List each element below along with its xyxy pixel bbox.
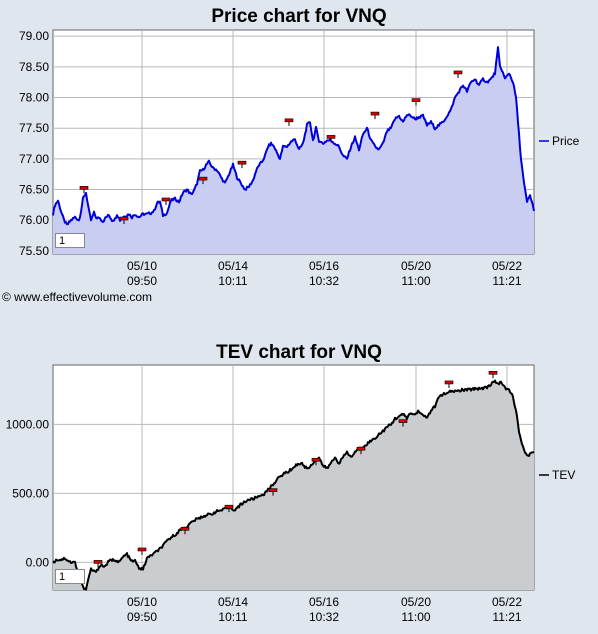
day-marker: [326, 135, 336, 139]
day-marker: [444, 380, 454, 385]
y-tick-label: 76.50: [19, 183, 49, 197]
x-tick-time: 10:11: [218, 274, 247, 288]
x-tick-date: 05/16: [309, 595, 339, 609]
x-tick-time: 10:11: [218, 610, 247, 624]
y-tick-label: 79.00: [19, 29, 49, 43]
day-marker: [137, 547, 147, 552]
x-tick-time: 11:21: [492, 610, 521, 624]
price-chart-title: Price chart for VNQ: [211, 6, 387, 27]
day-marker: [284, 118, 294, 123]
day-marker: [370, 111, 380, 116]
y-tick-label: 75.50: [19, 244, 49, 258]
y-tick-label: 77.00: [19, 152, 49, 166]
x-tick-time: 11:21: [492, 274, 521, 288]
day-marker: [411, 98, 421, 102]
y-tick-label: 78.00: [19, 91, 49, 105]
y-tick-label: 1000.00: [6, 417, 50, 431]
price-area-fill: [53, 47, 534, 254]
price-series-line: [52, 46, 535, 226]
tev-corner-box[interactable]: 1: [55, 569, 85, 584]
x-tick-time: 09:50: [127, 610, 157, 624]
tev-area-fill: [53, 380, 534, 590]
x-tick-date: 05/22: [492, 595, 522, 609]
x-tick-time: 11:00: [401, 274, 430, 288]
price-legend-label: Price: [552, 134, 580, 148]
y-tick-label: 78.50: [19, 60, 49, 74]
tev-series-line: [52, 379, 535, 591]
x-tick-time: 11:00: [401, 610, 430, 624]
day-marker: [79, 186, 89, 190]
x-tick-date: 05/22: [492, 259, 522, 273]
y-tick-label: 77.50: [19, 121, 49, 135]
day-marker: [119, 216, 129, 221]
x-tick-date: 05/14: [218, 259, 248, 273]
day-marker: [93, 560, 103, 564]
x-tick-date: 05/16: [309, 259, 339, 273]
x-tick-date: 05/14: [218, 595, 248, 609]
x-tick-time: 10:32: [309, 274, 339, 288]
day-marker: [488, 370, 498, 375]
day-marker: [237, 160, 247, 165]
day-marker: [453, 70, 463, 75]
y-tick-label: 500.00: [12, 486, 49, 500]
day-marker: [356, 446, 366, 451]
day-marker: [224, 504, 234, 509]
day-marker: [198, 176, 208, 181]
y-tick-label: 0.00: [26, 555, 50, 569]
x-tick-time: 10:32: [309, 610, 339, 624]
price-corner-box[interactable]: 1: [55, 233, 85, 248]
tev-chart-title: TEV chart for VNQ: [216, 342, 382, 363]
day-marker: [161, 197, 171, 202]
day-marker: [268, 488, 278, 492]
x-tick-time: 09:50: [127, 274, 157, 288]
x-tick-date: 05/20: [401, 259, 431, 273]
x-tick-date: 05/10: [127, 259, 157, 273]
y-tick-label: 76.00: [19, 213, 49, 227]
x-tick-date: 05/10: [127, 595, 157, 609]
copyright-text: © www.effectivevolume.com: [2, 290, 153, 304]
day-marker: [398, 419, 408, 423]
day-marker: [311, 457, 321, 462]
tev-legend-label: TEV: [552, 468, 575, 482]
day-marker: [180, 526, 190, 531]
x-tick-date: 05/20: [401, 595, 431, 609]
